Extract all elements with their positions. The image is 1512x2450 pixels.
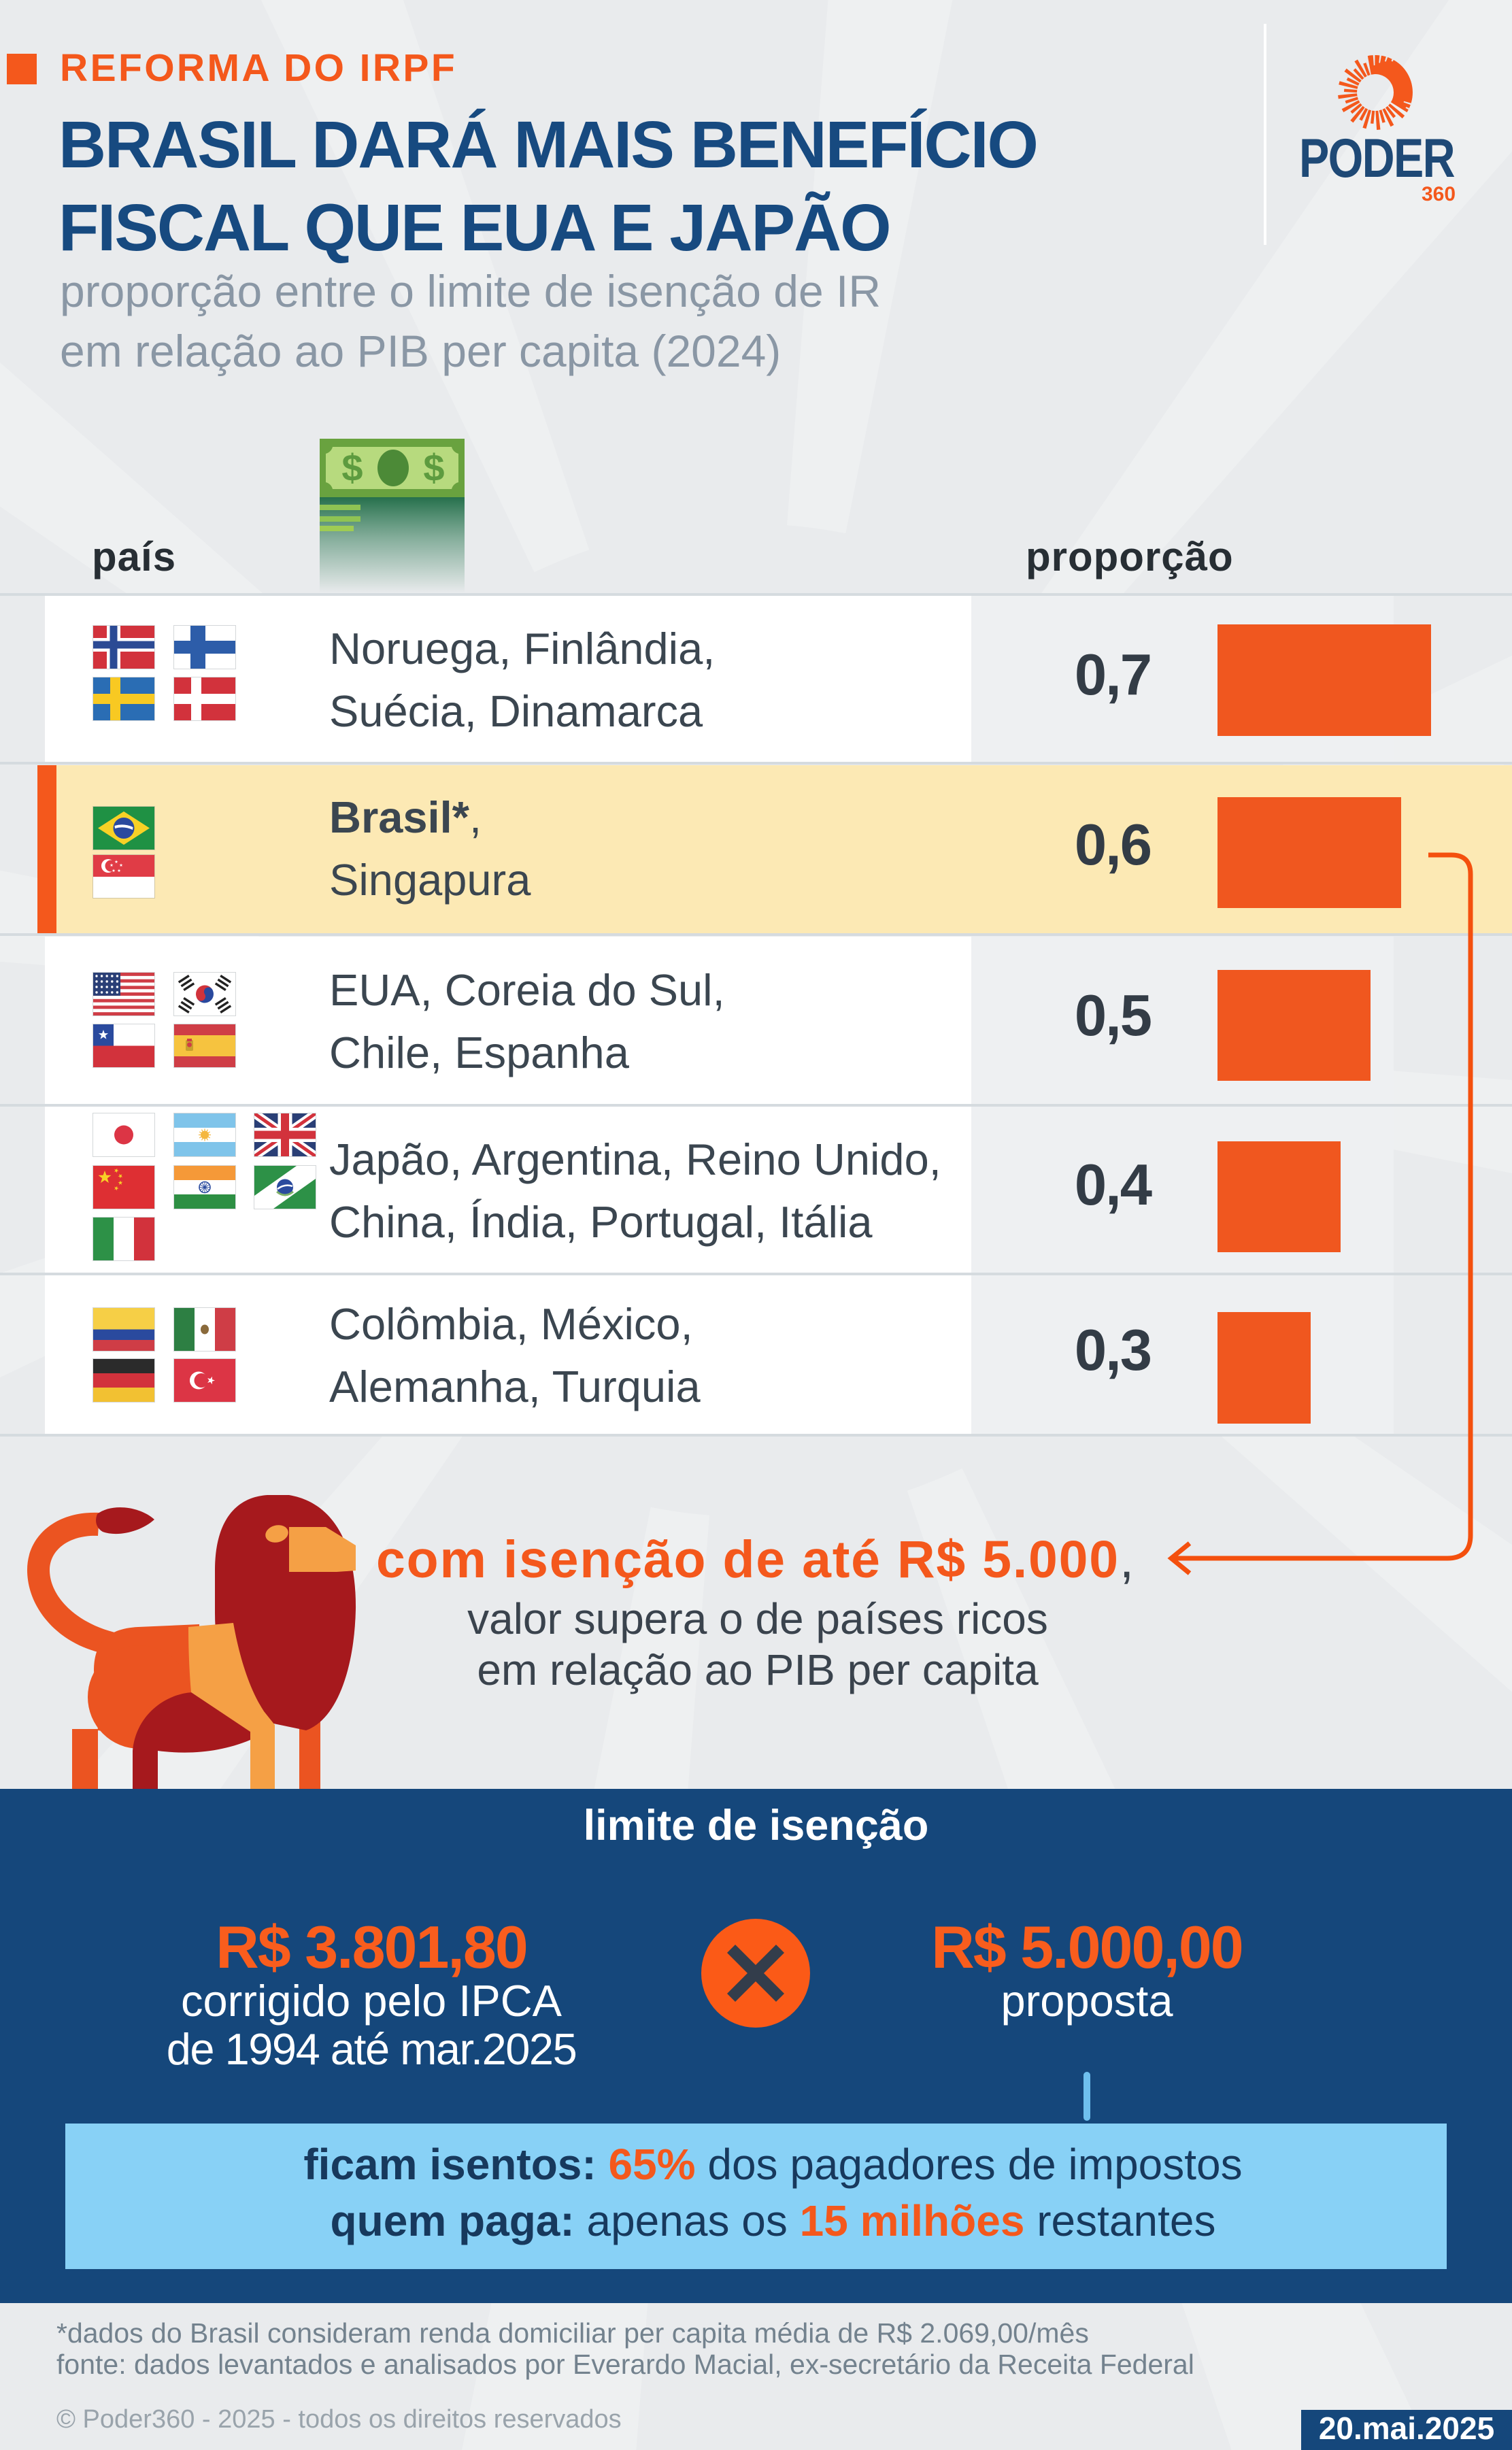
svg-text:$: $ [341,446,363,489]
svg-text:$: $ [423,446,444,489]
